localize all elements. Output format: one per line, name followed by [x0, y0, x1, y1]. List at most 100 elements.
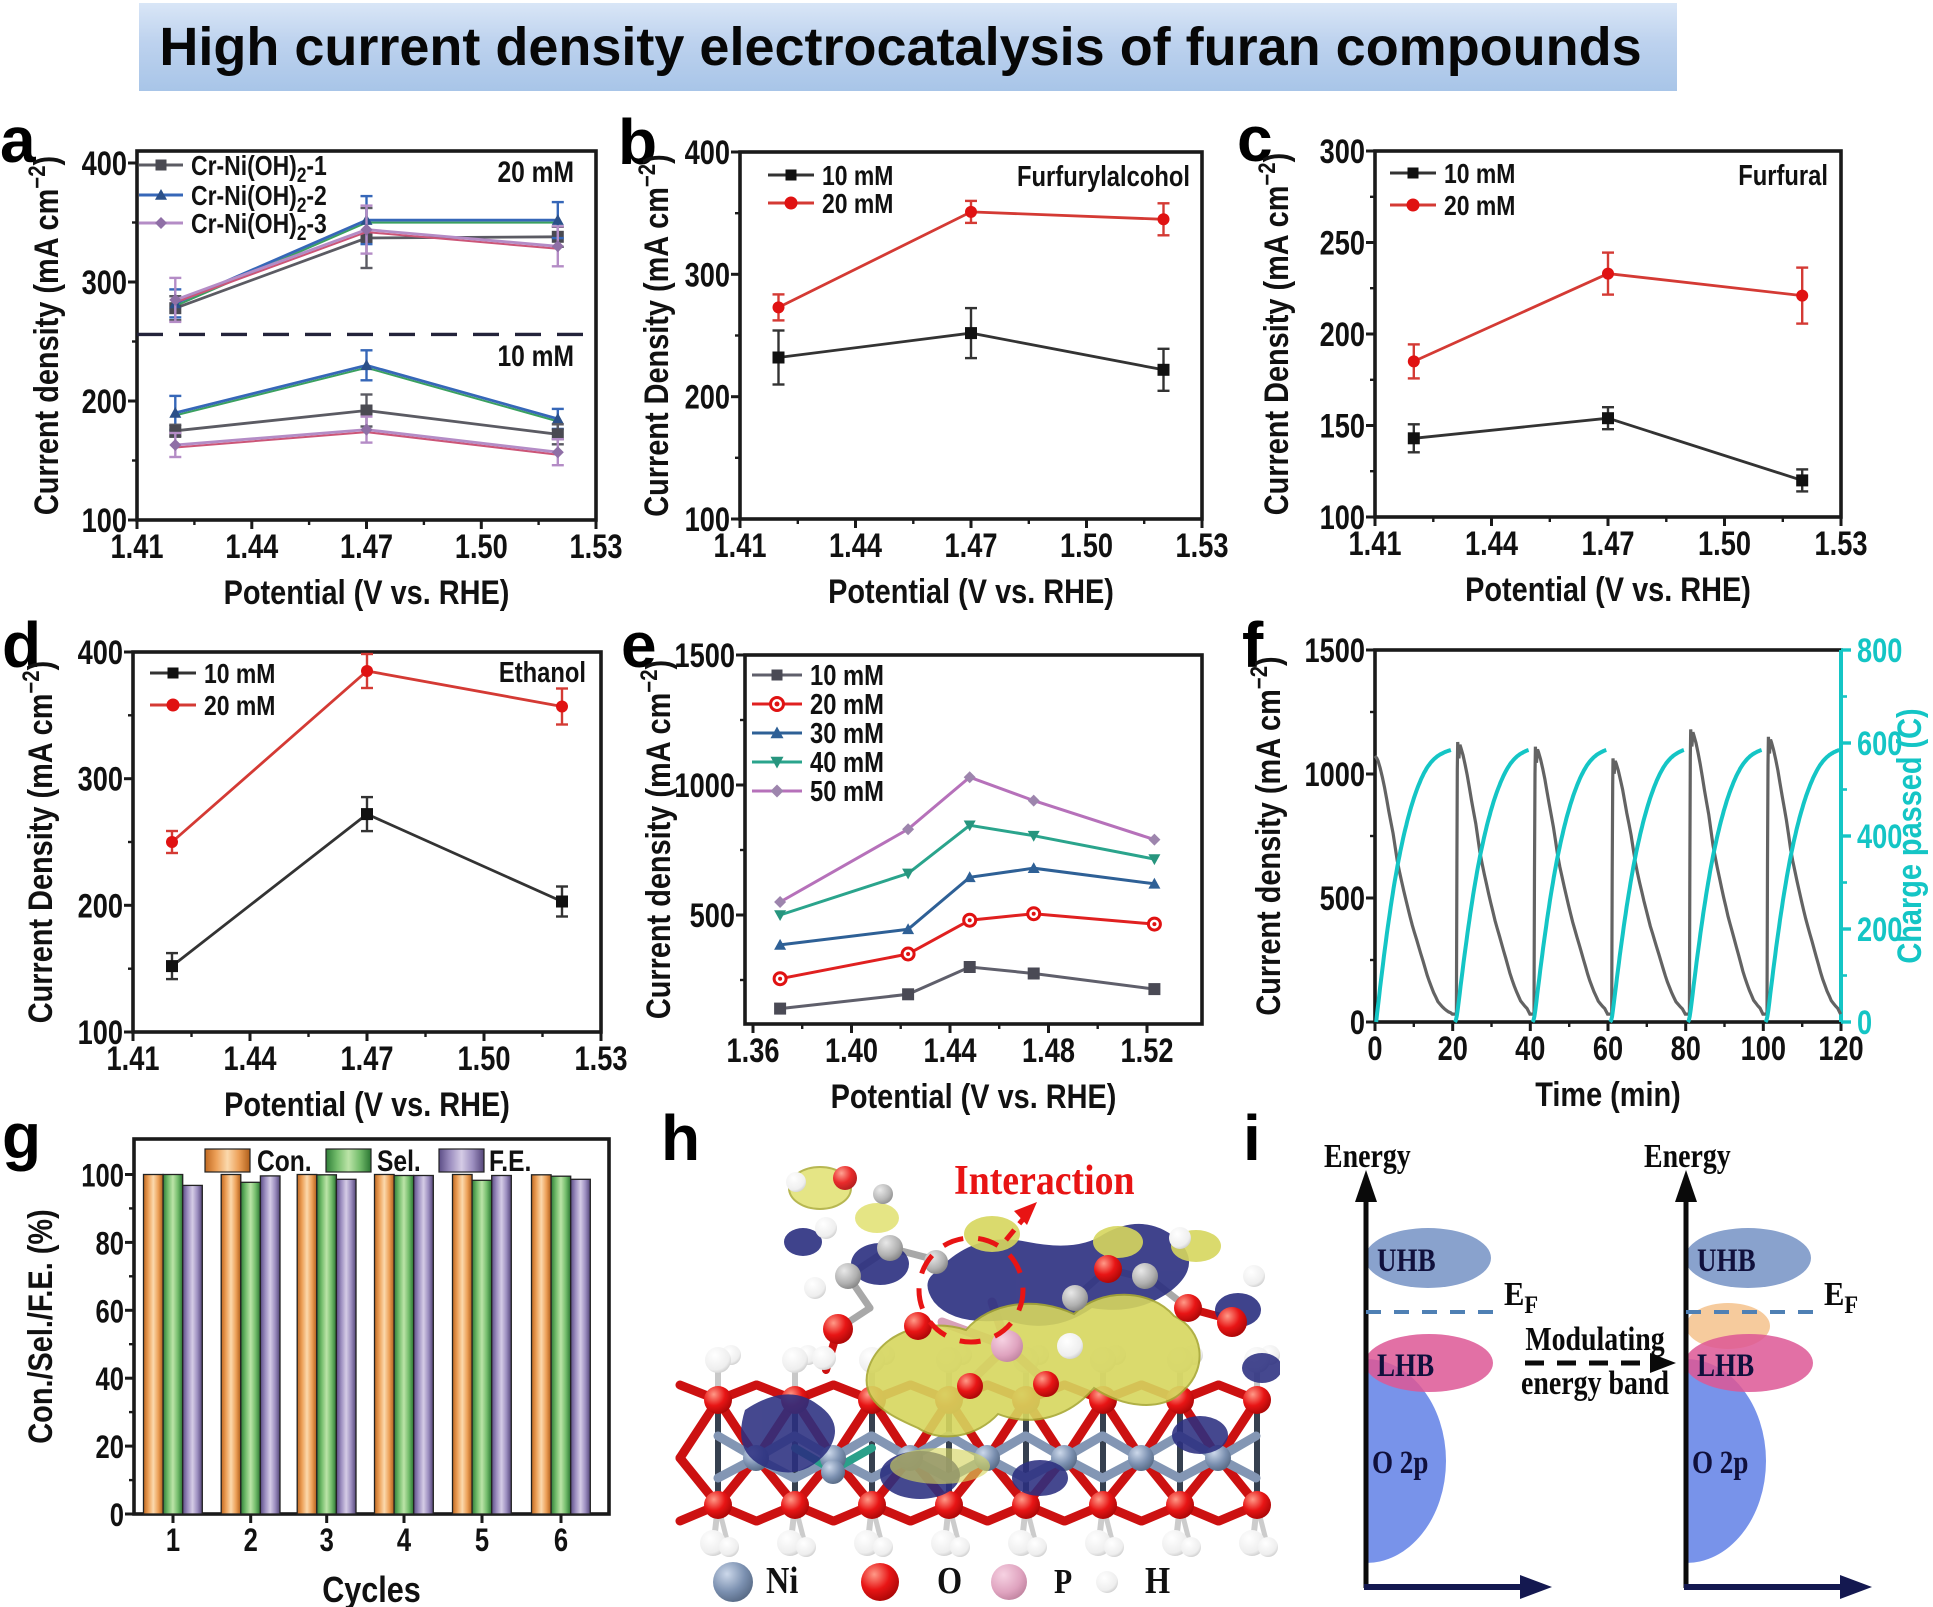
svg-text:80: 80	[1671, 1029, 1701, 1068]
svg-text:300: 300	[78, 760, 123, 799]
svg-text:400: 400	[82, 144, 127, 183]
svg-text:P: P	[1054, 1563, 1072, 1602]
svg-text:5: 5	[475, 1523, 489, 1558]
svg-text:20: 20	[1438, 1029, 1468, 1068]
svg-text:1.47: 1.47	[945, 526, 998, 565]
svg-text:1.41: 1.41	[111, 527, 164, 566]
svg-text:1500: 1500	[675, 636, 735, 675]
svg-text:0: 0	[110, 1498, 124, 1533]
svg-text:3: 3	[320, 1523, 334, 1558]
svg-text:Ethanol: Ethanol	[499, 656, 586, 689]
svg-text:500: 500	[690, 896, 735, 935]
svg-text:10 mM: 10 mM	[1444, 159, 1515, 190]
svg-text:6: 6	[554, 1523, 568, 1558]
svg-text:Current density (mA cm−2): Current density (mA cm−2)	[23, 156, 65, 515]
svg-text:100: 100	[82, 501, 127, 540]
svg-text:60: 60	[96, 1295, 124, 1330]
svg-text:EF: EF	[1504, 1275, 1538, 1320]
svg-text:1.48: 1.48	[1022, 1031, 1075, 1070]
svg-text:LHB: LHB	[1377, 1346, 1434, 1383]
svg-text:1.41: 1.41	[1349, 524, 1402, 563]
svg-text:150: 150	[1320, 407, 1365, 446]
svg-text:Cycles: Cycles	[322, 1571, 421, 1607]
svg-text:Time (min): Time (min)	[1535, 1075, 1681, 1114]
svg-text:1000: 1000	[1305, 755, 1365, 794]
svg-text:Potential (V vs. RHE): Potential (V vs. RHE)	[831, 1077, 1117, 1116]
svg-text:10 mM: 10 mM	[204, 659, 275, 690]
svg-text:400: 400	[1857, 817, 1902, 856]
svg-text:1.44: 1.44	[225, 527, 278, 566]
svg-text:500: 500	[1320, 879, 1365, 918]
svg-text:1.53: 1.53	[1176, 526, 1229, 565]
svg-text:Potential (V vs. RHE): Potential (V vs. RHE)	[224, 573, 510, 612]
svg-text:EF: EF	[1824, 1275, 1858, 1320]
svg-text:20 mM: 20 mM	[1444, 191, 1515, 222]
svg-text:1.53: 1.53	[575, 1039, 628, 1078]
svg-text:O 2p: O 2p	[1372, 1443, 1428, 1480]
svg-text:Current Density (mA cm−2): Current Density (mA cm−2)	[633, 154, 675, 517]
svg-text:1.52: 1.52	[1121, 1031, 1174, 1070]
svg-text:1.44: 1.44	[1465, 524, 1518, 563]
svg-text:50 mM: 50 mM	[810, 775, 884, 808]
svg-text:Cr-Ni(OH)2-2: Cr-Ni(OH)2-2	[191, 181, 327, 218]
svg-text:40: 40	[96, 1363, 124, 1398]
svg-text:1.41: 1.41	[107, 1039, 160, 1078]
svg-text:1500: 1500	[1305, 631, 1365, 670]
svg-text:Ni: Ni	[766, 1560, 798, 1602]
svg-text:O: O	[937, 1560, 962, 1602]
svg-text:1.36: 1.36	[727, 1031, 780, 1070]
svg-text:100: 100	[81, 1159, 124, 1194]
svg-text:800: 800	[1857, 631, 1902, 670]
svg-text:Current Density (mA cm−2): Current Density (mA cm−2)	[1253, 153, 1295, 516]
svg-text:100: 100	[78, 1013, 123, 1052]
svg-text:200: 200	[685, 378, 730, 417]
svg-text:200: 200	[1320, 315, 1365, 354]
svg-text:20 mM: 20 mM	[810, 688, 884, 721]
svg-text:20 mM: 20 mM	[204, 691, 275, 722]
svg-text:80: 80	[96, 1227, 124, 1262]
svg-text:10 mM: 10 mM	[810, 659, 884, 692]
svg-text:Energy: Energy	[1644, 1136, 1731, 1174]
svg-text:Potential (V vs. RHE): Potential (V vs. RHE)	[828, 572, 1114, 611]
svg-text:0: 0	[1350, 1003, 1365, 1042]
svg-text:400: 400	[78, 633, 123, 672]
svg-text:250: 250	[1320, 224, 1365, 263]
svg-text:1.40: 1.40	[825, 1031, 878, 1070]
svg-text:UHB: UHB	[1697, 1241, 1756, 1278]
svg-text:1.44: 1.44	[924, 1031, 977, 1070]
svg-text:Current density (mA cm−2): Current density (mA cm−2)	[635, 660, 677, 1019]
svg-text:Energy: Energy	[1324, 1136, 1411, 1174]
svg-text:1.53: 1.53	[1815, 524, 1868, 563]
svg-text:20 mM: 20 mM	[497, 155, 574, 189]
svg-text:200: 200	[1857, 910, 1902, 949]
svg-text:200: 200	[78, 886, 123, 925]
svg-text:100: 100	[1741, 1029, 1786, 1068]
svg-text:1.44: 1.44	[829, 526, 882, 565]
svg-text:Modulating: Modulating	[1525, 1319, 1665, 1357]
svg-text:1.50: 1.50	[455, 527, 508, 566]
svg-text:UHB: UHB	[1377, 1241, 1436, 1278]
svg-text:Potential (V vs. RHE): Potential (V vs. RHE)	[224, 1085, 510, 1124]
svg-text:Con./Sel./F.E. (%): Con./Sel./F.E. (%)	[21, 1209, 60, 1443]
svg-text:Interaction: Interaction	[954, 1156, 1134, 1203]
svg-text:1.41: 1.41	[714, 526, 767, 565]
svg-text:1.50: 1.50	[458, 1039, 511, 1078]
svg-text:1: 1	[166, 1523, 180, 1558]
svg-text:Con.: Con.	[257, 1144, 312, 1178]
svg-text:2: 2	[244, 1523, 258, 1558]
svg-text:300: 300	[1320, 132, 1365, 171]
svg-text:20 mM: 20 mM	[822, 189, 893, 220]
svg-text:1.47: 1.47	[340, 527, 393, 566]
svg-text:1.47: 1.47	[341, 1039, 394, 1078]
svg-text:10 mM: 10 mM	[497, 339, 574, 373]
svg-text:H: H	[1145, 1560, 1170, 1602]
svg-text:20: 20	[96, 1430, 124, 1465]
svg-text:F.E.: F.E.	[489, 1144, 531, 1178]
svg-text:Cr-Ni(OH)2-3: Cr-Ni(OH)2-3	[191, 209, 327, 246]
svg-text:200: 200	[82, 382, 127, 421]
svg-text:Charge passed (C): Charge passed (C)	[1890, 708, 1929, 963]
svg-text:1.44: 1.44	[224, 1039, 277, 1078]
svg-text:300: 300	[82, 263, 127, 302]
svg-text:1.50: 1.50	[1060, 526, 1113, 565]
svg-text:Current Density (mA cm−2): Current Density (mA cm−2)	[17, 661, 59, 1024]
